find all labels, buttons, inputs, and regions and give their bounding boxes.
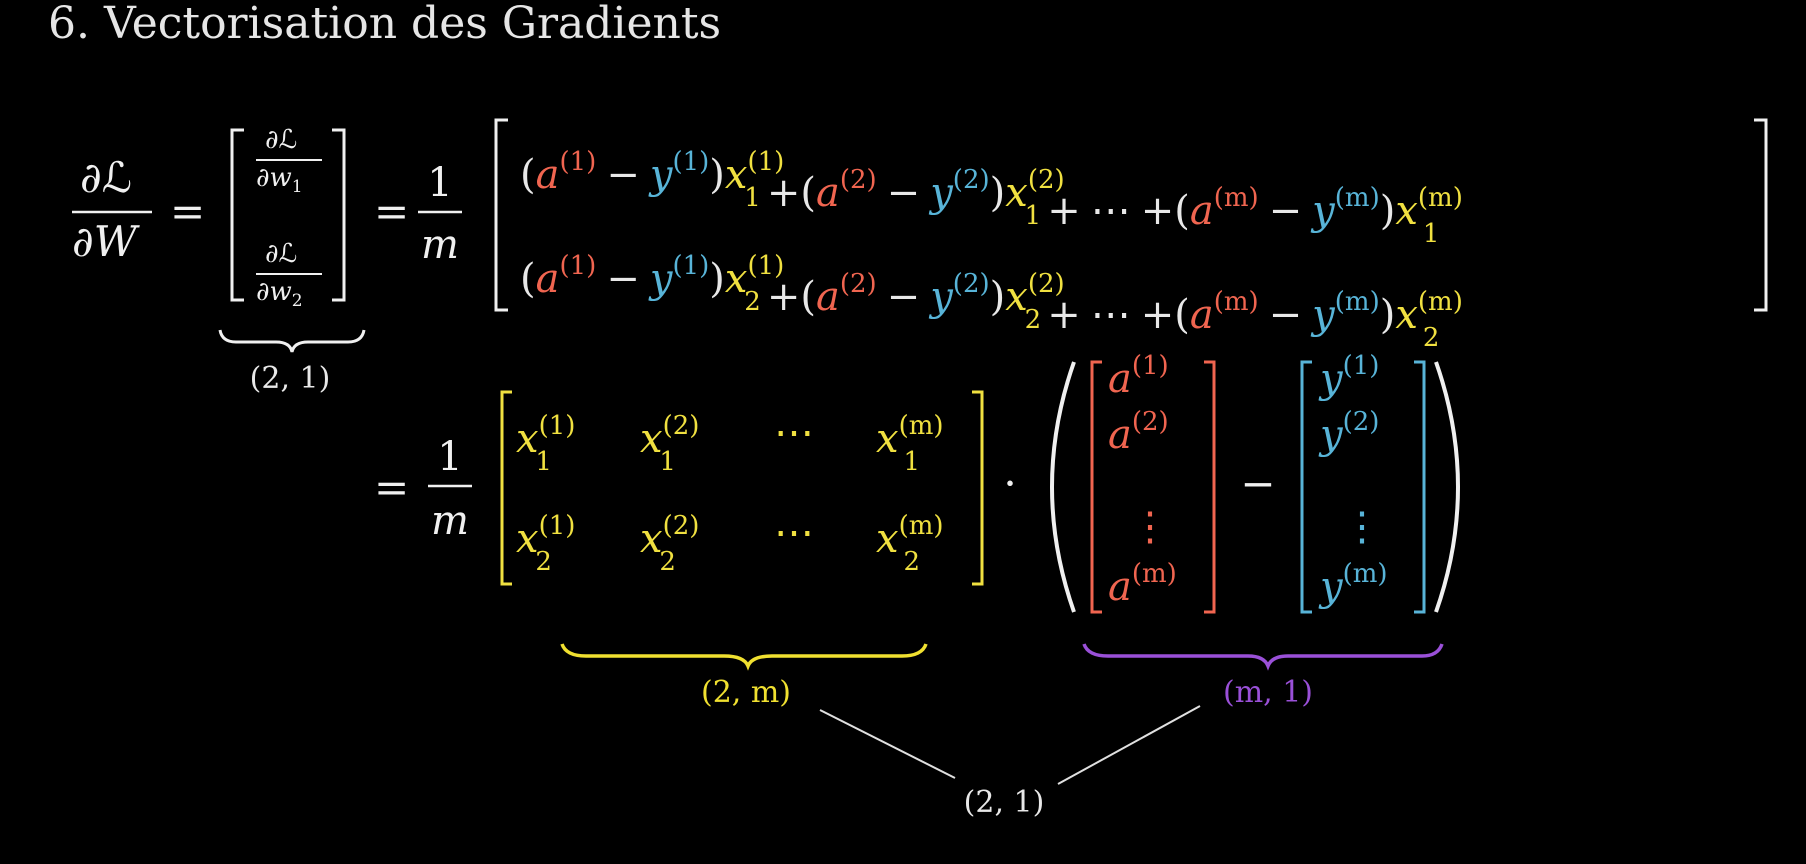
sum-row-2: (a(1) − y(1))x(1) 2 +(a(2) − y(2))x(2) 2 + ⋯ +(a(m… <box>520 251 1463 353</box>
gradient-left-bracket <box>232 130 244 300</box>
y-vector-entry: y(m) <box>1318 559 1388 610</box>
inverse-m-2: 1 m <box>428 434 472 544</box>
svg-text:1: 1 <box>427 160 452 206</box>
svg-text:1: 1 <box>437 434 462 480</box>
vector-minus: − <box>1240 459 1275 508</box>
x-matrix-dim-label: (2, m) <box>701 675 791 710</box>
gradient-dim-label: (2, 1) <box>250 361 331 396</box>
gradient-dim-brace <box>220 330 364 352</box>
difference-vector-dim-brace <box>1084 644 1442 666</box>
sum-expression: (a(1) − y(1))x(1) 1 +(a(2) − y(2))x(2) 1 + ⋯ +(a(m… <box>520 147 1463 249</box>
y-vector-entry: y(2) <box>1318 407 1379 458</box>
sum-row-1: (a(1) − y(1))x(1) 1 +(a(2) − y(2))x(2) 1 + ⋯ +(a(m… <box>520 147 1463 249</box>
difference-vector-dim-label: (m, 1) <box>1223 675 1313 710</box>
y-vector-vdots: ⋮ <box>1342 504 1382 550</box>
x-matrix-cdots: ⋯ <box>774 510 814 556</box>
y-vector-entries: y(1)y(2) y(m) ⋮ <box>1318 351 1388 610</box>
big-left-paren <box>1052 362 1074 612</box>
x-matrix-entry: x(2) 2 <box>640 511 699 577</box>
svg-text:∂ℒ: ∂ℒ <box>265 239 297 269</box>
sum-matrix-right-bracket <box>1754 120 1766 310</box>
svg-text:m: m <box>431 498 469 544</box>
svg-text:m: m <box>421 222 459 268</box>
a-vector-entry: a(1) <box>1108 351 1169 402</box>
x-matrix-right-bracket <box>972 392 982 584</box>
x-matrix-entry: x(1) 1 <box>516 411 575 477</box>
big-right-paren <box>1436 362 1458 612</box>
result-dim-label: (2, 1) <box>964 785 1045 820</box>
connector-left <box>820 710 955 778</box>
svg-text:∂W: ∂W <box>72 217 141 266</box>
equals-sign: = <box>170 187 205 236</box>
x-matrix-entries: x(1) 1 x(2) 1 x(m) 1 ⋯ x(1) 2 x(2) 2 x(m) 2 ⋯ <box>516 410 944 577</box>
svg-text:∂w2: ∂w2 <box>256 277 303 311</box>
y-vector-left-bracket <box>1302 362 1312 612</box>
equals-sign-3: = <box>374 463 409 512</box>
a-vector-entries: a(1)a(2) a(m) ⋮ <box>1108 351 1177 610</box>
gradient-vector: ∂ℒ ∂w1 ∂ℒ ∂w2 <box>232 125 344 311</box>
x-matrix-dim-brace <box>562 644 926 666</box>
gradient-lhs: ∂ℒ ∂W <box>72 153 152 266</box>
x-matrix-entry: x(2) 1 <box>640 411 699 477</box>
svg-text:∂ℒ: ∂ℒ <box>265 125 297 155</box>
svg-text:∂ℒ: ∂ℒ <box>80 153 132 202</box>
a-vector-entry: a(2) <box>1108 407 1169 458</box>
slide-title: 6. Vectorisation des Gradients <box>48 0 721 49</box>
equals-sign-2: = <box>374 187 409 236</box>
a-vector-left-bracket <box>1092 362 1102 612</box>
sum-matrix-left-bracket <box>496 120 508 310</box>
sum-expression: (a(1) − y(1))x(1) 2 +(a(2) − y(2))x(2) 2 + ⋯ +(a(m… <box>520 251 1463 353</box>
x-matrix-entry: x(1) 2 <box>516 511 575 577</box>
connector-right <box>1058 706 1200 784</box>
x-matrix-entry: x(m) 1 <box>876 411 944 477</box>
a-vector-entry: a(m) <box>1108 559 1177 610</box>
y-vector-entry: y(1) <box>1318 351 1379 402</box>
dot-operator: · <box>1003 459 1016 508</box>
x-matrix-cdots: ⋯ <box>774 410 814 456</box>
y-vector-right-bracket <box>1414 362 1424 612</box>
gradient-right-bracket <box>332 130 344 300</box>
x-matrix-left-bracket <box>502 392 512 584</box>
inverse-m-1: 1 m <box>418 160 462 268</box>
svg-text:∂w1: ∂w1 <box>256 163 303 197</box>
x-matrix-entry: x(m) 2 <box>876 511 944 577</box>
a-vector-right-bracket <box>1204 362 1214 612</box>
a-vector-vdots: ⋮ <box>1130 504 1170 550</box>
